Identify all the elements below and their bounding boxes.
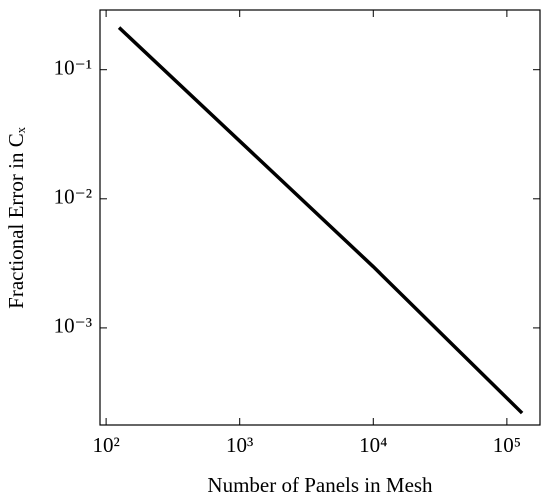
x-axis-label: Number of Panels in Mesh [207, 473, 433, 497]
x-tick-label: 10⁴ [359, 433, 387, 457]
plot-frame [99, 9, 541, 426]
data-line [117, 26, 524, 415]
x-tick-label: 10⁵ [493, 433, 521, 457]
y-tick-label: 10⁻³ [54, 314, 92, 338]
x-tick-label: 10² [92, 433, 119, 457]
y-tick-label: 10⁻¹ [54, 56, 92, 80]
y-tick-label: 10⁻² [54, 185, 92, 209]
y-axis-label: Fractional Error in Cₓ [4, 126, 28, 309]
x-tick-label: 10³ [226, 433, 253, 457]
